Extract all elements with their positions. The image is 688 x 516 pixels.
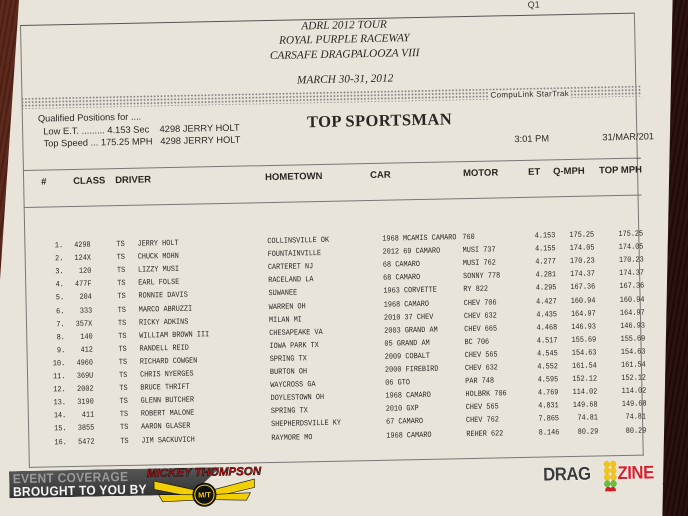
svg-text:DRAG: DRAG	[543, 463, 591, 485]
svg-text:M/T: M/T	[198, 490, 211, 499]
svg-text:ZINE: ZINE	[617, 462, 654, 484]
svg-text:MICKEY THOMPSON: MICKEY THOMPSON	[147, 466, 262, 480]
